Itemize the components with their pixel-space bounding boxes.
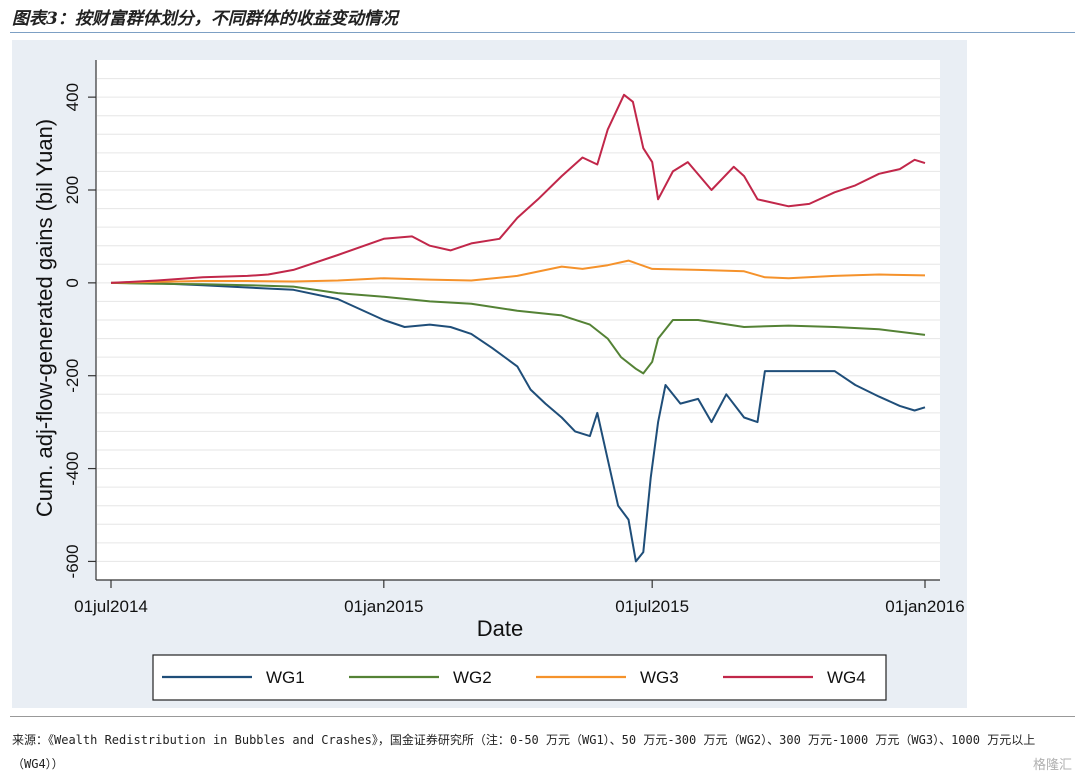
footer-divider — [10, 716, 1075, 717]
x-tick-label: 01jul2014 — [74, 597, 148, 616]
y-axis-title: Cum. adj-flow-generated gains (bil Yuan) — [32, 119, 57, 517]
series-line-wg2 — [110, 281, 926, 375]
series-line-wg1 — [110, 281, 926, 563]
y-tick-label: 200 — [63, 176, 82, 204]
series-line-wg4 — [110, 93, 926, 284]
y-tick-label: -600 — [63, 544, 82, 578]
y-tick-label: 400 — [63, 83, 82, 111]
y-axis-ticks: 400 200 0 -200 -400 -600 — [63, 83, 96, 578]
legend-label-wg3: WG3 — [640, 668, 679, 687]
page-title: 图表3：按财富群体划分，不同群体的收益变动情况 — [12, 9, 398, 29]
legend: WG1 WG2 WG3 WG4 — [162, 668, 866, 687]
x-tick-label: 01jul2015 — [615, 597, 689, 616]
series-lines — [110, 93, 926, 563]
source-note: 来源：《Wealth Redistribution in Bubbles and… — [12, 733, 1036, 771]
grid-lines — [97, 78, 940, 562]
watermark: 格隆汇 — [1032, 758, 1072, 773]
y-tick-label: -200 — [63, 359, 82, 393]
y-tick-label: -400 — [63, 452, 82, 486]
series-line-wg3 — [110, 259, 926, 284]
x-axis-ticks: 01jul2014 01jan2015 01jul2015 01jan2016 — [74, 580, 965, 616]
legend-label-wg1: WG1 — [266, 668, 305, 687]
legend-label-wg4: WG4 — [827, 668, 866, 687]
x-tick-label: 01jan2016 — [885, 597, 964, 616]
y-tick-label: 0 — [63, 278, 82, 287]
title-divider — [10, 32, 1075, 33]
x-axis-title: Date — [477, 616, 523, 641]
legend-label-wg2: WG2 — [453, 668, 492, 687]
x-tick-label: 01jan2015 — [344, 597, 423, 616]
